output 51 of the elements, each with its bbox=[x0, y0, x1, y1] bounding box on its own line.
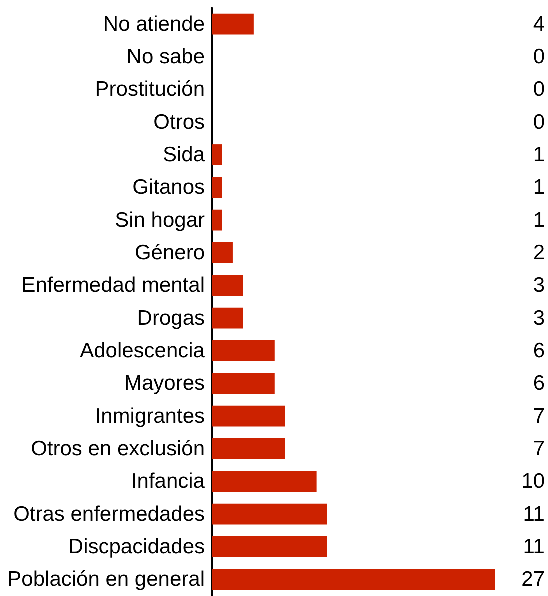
data-label: 2 bbox=[533, 242, 545, 264]
y-tick-label: Sida bbox=[162, 144, 206, 166]
y-tick-label: No atiende bbox=[103, 12, 205, 36]
y-tick-label: Enfermedad mental bbox=[22, 274, 205, 298]
bar bbox=[212, 569, 495, 590]
bar bbox=[212, 14, 254, 35]
data-label: 6 bbox=[533, 372, 545, 396]
y-tick-label: Mayores bbox=[124, 372, 205, 396]
data-label: 4 bbox=[533, 12, 546, 36]
y-tick-label: Gitanos bbox=[132, 176, 205, 200]
bar bbox=[212, 242, 233, 264]
bar bbox=[212, 210, 222, 231]
bar bbox=[212, 504, 328, 525]
data-label: 11 bbox=[523, 502, 545, 526]
data-label: 11 bbox=[523, 536, 545, 558]
data-label: 6 bbox=[533, 340, 545, 362]
bar bbox=[212, 275, 244, 296]
data-label: 3 bbox=[533, 306, 545, 330]
data-label: 1 bbox=[533, 176, 545, 200]
y-tick-label: Sin hogar bbox=[115, 208, 205, 232]
data-label: 1 bbox=[533, 144, 545, 166]
y-tick-label: Género bbox=[134, 242, 205, 264]
y-tick-label: Discpacidades bbox=[68, 536, 205, 558]
y-tick-label: Adolescencia bbox=[80, 340, 206, 362]
bar bbox=[212, 177, 222, 198]
data-label: 0 bbox=[533, 78, 545, 102]
data-label: 3 bbox=[533, 274, 545, 298]
data-label: 0 bbox=[533, 46, 545, 68]
bar bbox=[212, 406, 286, 427]
data-label: 7 bbox=[533, 438, 545, 460]
bar bbox=[212, 373, 275, 394]
y-tick-label: Drogas bbox=[137, 306, 205, 330]
bar bbox=[212, 536, 328, 558]
bar bbox=[212, 144, 222, 166]
bar bbox=[212, 308, 244, 329]
bar bbox=[212, 438, 286, 460]
y-tick-label: Inmigrantes bbox=[95, 404, 205, 428]
data-label: 10 bbox=[522, 470, 545, 494]
bar bbox=[212, 471, 317, 492]
data-label: 0 bbox=[533, 110, 545, 134]
y-tick-label: Población en general bbox=[8, 568, 205, 592]
y-tick-label: Otros en exclusión bbox=[31, 438, 205, 460]
y-tick-label: Prostitución bbox=[95, 78, 205, 102]
y-tick-label: Otros bbox=[154, 110, 205, 134]
data-label: 7 bbox=[533, 404, 545, 428]
data-label: 27 bbox=[522, 568, 545, 592]
y-tick-label: No sabe bbox=[126, 46, 205, 68]
bar bbox=[212, 340, 275, 362]
y-tick-label: Otras enfermedades bbox=[14, 502, 205, 526]
data-label: 1 bbox=[533, 208, 545, 232]
y-tick-label: Infancia bbox=[131, 470, 206, 494]
